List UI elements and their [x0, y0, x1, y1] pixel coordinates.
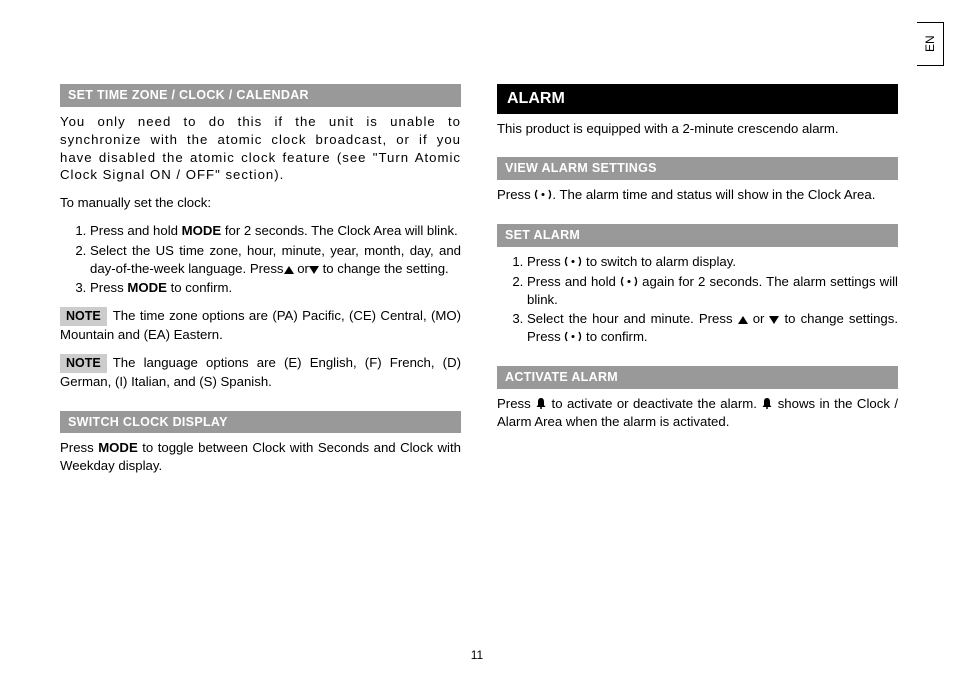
language-tab: EN: [917, 22, 944, 66]
switch-bold-mode: MODE: [98, 440, 138, 455]
note-languages: NOTEThe language options are (E) English…: [60, 354, 461, 391]
alarm-waves-icon: [534, 189, 552, 200]
header-view-alarm: VIEW ALARM SETTINGS: [497, 157, 898, 180]
bell-icon: [761, 397, 773, 409]
triangle-up-icon: [738, 316, 748, 324]
set-alarm-step-3: Select the hour and minute. Press or to …: [527, 310, 898, 346]
note-label: NOTE: [60, 307, 107, 326]
view-alarm-paragraph: Press . The alarm time and status will s…: [497, 186, 898, 204]
triangle-down-icon: [309, 266, 319, 274]
header-set-alarm: SET ALARM: [497, 224, 898, 247]
sa1-text-a: Press: [527, 254, 564, 269]
step1-bold-mode: MODE: [182, 223, 222, 238]
alarm-waves-icon: [620, 276, 638, 287]
clock-step-1: Press and hold MODE for 2 seconds. The C…: [90, 222, 461, 240]
manual-page: EN SET TIME ZONE / CLOCK / CALENDAR You …: [0, 0, 954, 676]
step3-bold-mode: MODE: [127, 280, 167, 295]
step1-text-a: Press and hold: [90, 223, 182, 238]
act-text-b: to activate or deactivate the alarm.: [547, 396, 761, 411]
note1-text: The time zone options are (PA) Pacific, …: [60, 308, 461, 342]
alarm-waves-icon: [564, 331, 582, 342]
note-timezones: NOTEThe time zone options are (PA) Pacif…: [60, 307, 461, 344]
switch-clock-paragraph: Press MODE to toggle between Clock with …: [60, 439, 461, 475]
header-activate-alarm: ACTIVATE ALARM: [497, 366, 898, 389]
header-switch-clock: SWITCH CLOCK DISPLAY: [60, 411, 461, 434]
activate-alarm-paragraph: Press to activate or deactivate the alar…: [497, 395, 898, 431]
step2-text-b: or: [294, 261, 309, 276]
step3-text-b: to confirm.: [167, 280, 232, 295]
clock-step-3: Press MODE to confirm.: [90, 279, 461, 297]
page-content: SET TIME ZONE / CLOCK / CALENDAR You onl…: [60, 84, 898, 636]
triangle-up-icon: [284, 266, 294, 274]
triangle-down-icon: [769, 316, 779, 324]
note-label: NOTE: [60, 354, 107, 373]
title-alarm: ALARM: [497, 84, 898, 114]
alarm-intro: This product is equipped with a 2-minute…: [497, 120, 898, 138]
sa3-text-d: to confirm.: [582, 329, 647, 344]
manual-set-intro: To manually set the clock:: [60, 194, 461, 212]
page-number: 11: [0, 648, 954, 662]
step3-text-a: Press: [90, 280, 127, 295]
clock-steps-list: Press and hold MODE for 2 seconds. The C…: [60, 222, 461, 297]
sa1-text-b: to switch to alarm display.: [582, 254, 736, 269]
sa3-text-a: Select the hour and minute. Press: [527, 311, 738, 326]
switch-text-a: Press: [60, 440, 98, 455]
intro-paragraph: You only need to do this if the unit is …: [60, 113, 461, 184]
alarm-waves-icon: [564, 256, 582, 267]
act-text-a: Press: [497, 396, 535, 411]
step2-text-c: to change the setting.: [319, 261, 449, 276]
step1-text-b: for 2 seconds. The Clock Area will blink…: [221, 223, 458, 238]
sa3-text-b: or: [748, 311, 770, 326]
header-set-timezone: SET TIME ZONE / CLOCK / CALENDAR: [60, 84, 461, 107]
set-alarm-steps: Press to switch to alarm display. Press …: [497, 253, 898, 346]
set-alarm-step-1: Press to switch to alarm display.: [527, 253, 898, 271]
bell-icon: [535, 397, 547, 409]
sa2-text-a: Press and hold: [527, 274, 620, 289]
view-text-b: . The alarm time and status will show in…: [552, 187, 875, 202]
view-text-a: Press: [497, 187, 534, 202]
note2-text: The language options are (E) English, (F…: [60, 355, 461, 389]
set-alarm-step-2: Press and hold again for 2 seconds. The …: [527, 273, 898, 309]
clock-step-2: Select the US time zone, hour, minute, y…: [90, 242, 461, 278]
